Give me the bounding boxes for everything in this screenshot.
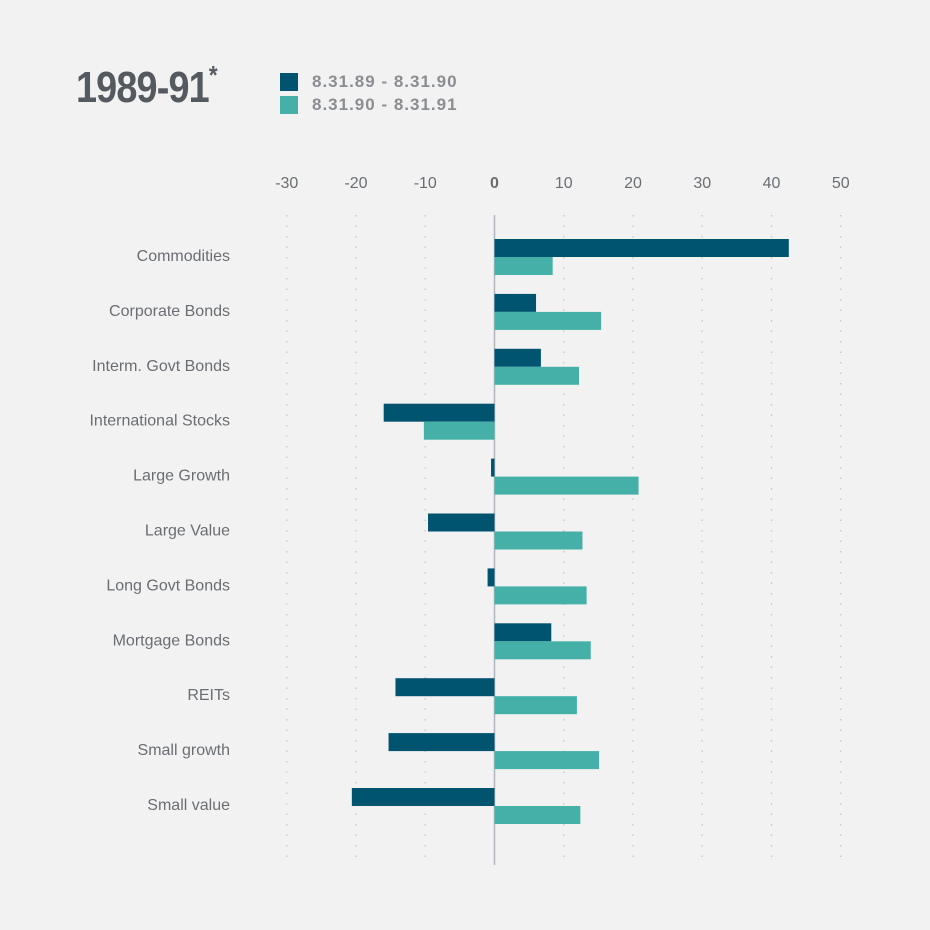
- bar-series-2: [494, 696, 577, 715]
- bar-series-1: [491, 458, 495, 477]
- bar-series-2: [494, 476, 639, 495]
- bar-series-2: [494, 586, 587, 605]
- bar-series-1: [494, 623, 552, 642]
- bar-series-2: [494, 311, 602, 330]
- legend-item-series-2: 8.31.90 - 8.31.91: [280, 95, 458, 115]
- category-label: Long Govt Bonds: [106, 577, 230, 594]
- bar-series-1: [383, 403, 495, 422]
- x-tick-label: -30: [275, 175, 298, 192]
- x-tick-label: 40: [763, 175, 781, 192]
- x-tick-label: 10: [555, 175, 573, 192]
- category-label: Large Growth: [133, 468, 230, 485]
- legend-swatch-series-2: [280, 96, 298, 114]
- bar-series-2: [423, 421, 495, 440]
- category-label: Small value: [147, 797, 230, 814]
- bar-series-2: [494, 257, 553, 275]
- bar-series-2: [494, 366, 579, 385]
- category-label: Small growth: [138, 742, 230, 759]
- bar-series-2: [494, 641, 591, 660]
- bar-series-1: [395, 678, 495, 697]
- category-label: Interm. Govt Bonds: [92, 358, 230, 375]
- bar-series-2: [494, 531, 583, 550]
- x-tick-label: 20: [624, 175, 642, 192]
- bar-series-1: [487, 568, 495, 587]
- bar-series-1: [428, 513, 495, 532]
- chart-title-mark: *: [208, 60, 218, 90]
- bar-series-1: [494, 239, 789, 257]
- x-tick-label: -20: [344, 175, 367, 192]
- legend-swatch-series-1: [280, 73, 298, 91]
- bar-series-1: [351, 788, 495, 806]
- legend-label-series-1: 8.31.89 - 8.31.90: [312, 72, 458, 91]
- chart-title: 1989-91*: [76, 62, 218, 112]
- legend-item-series-1: 8.31.89 - 8.31.90: [280, 72, 458, 92]
- bar-series-1: [388, 733, 495, 752]
- bar-series-1: [494, 293, 537, 312]
- category-label: International Stocks: [89, 413, 230, 430]
- category-label: Mortgage Bonds: [113, 632, 230, 649]
- x-tick-label: -10: [414, 175, 437, 192]
- x-tick-label: 50: [832, 175, 850, 192]
- category-label: Corporate Bonds: [109, 303, 230, 320]
- x-tick-label: 0: [490, 175, 499, 192]
- legend-label-series-2: 8.31.90 - 8.31.91: [312, 95, 458, 114]
- category-label: REITs: [187, 687, 230, 704]
- x-tick-label: 30: [693, 175, 711, 192]
- category-label: Commodities: [137, 248, 230, 265]
- bar-series-2: [494, 751, 600, 770]
- chart-title-text: 1989-91: [76, 63, 210, 112]
- category-label: Large Value: [145, 523, 230, 540]
- bar-series-2: [494, 806, 581, 824]
- bar-series-1: [494, 348, 541, 367]
